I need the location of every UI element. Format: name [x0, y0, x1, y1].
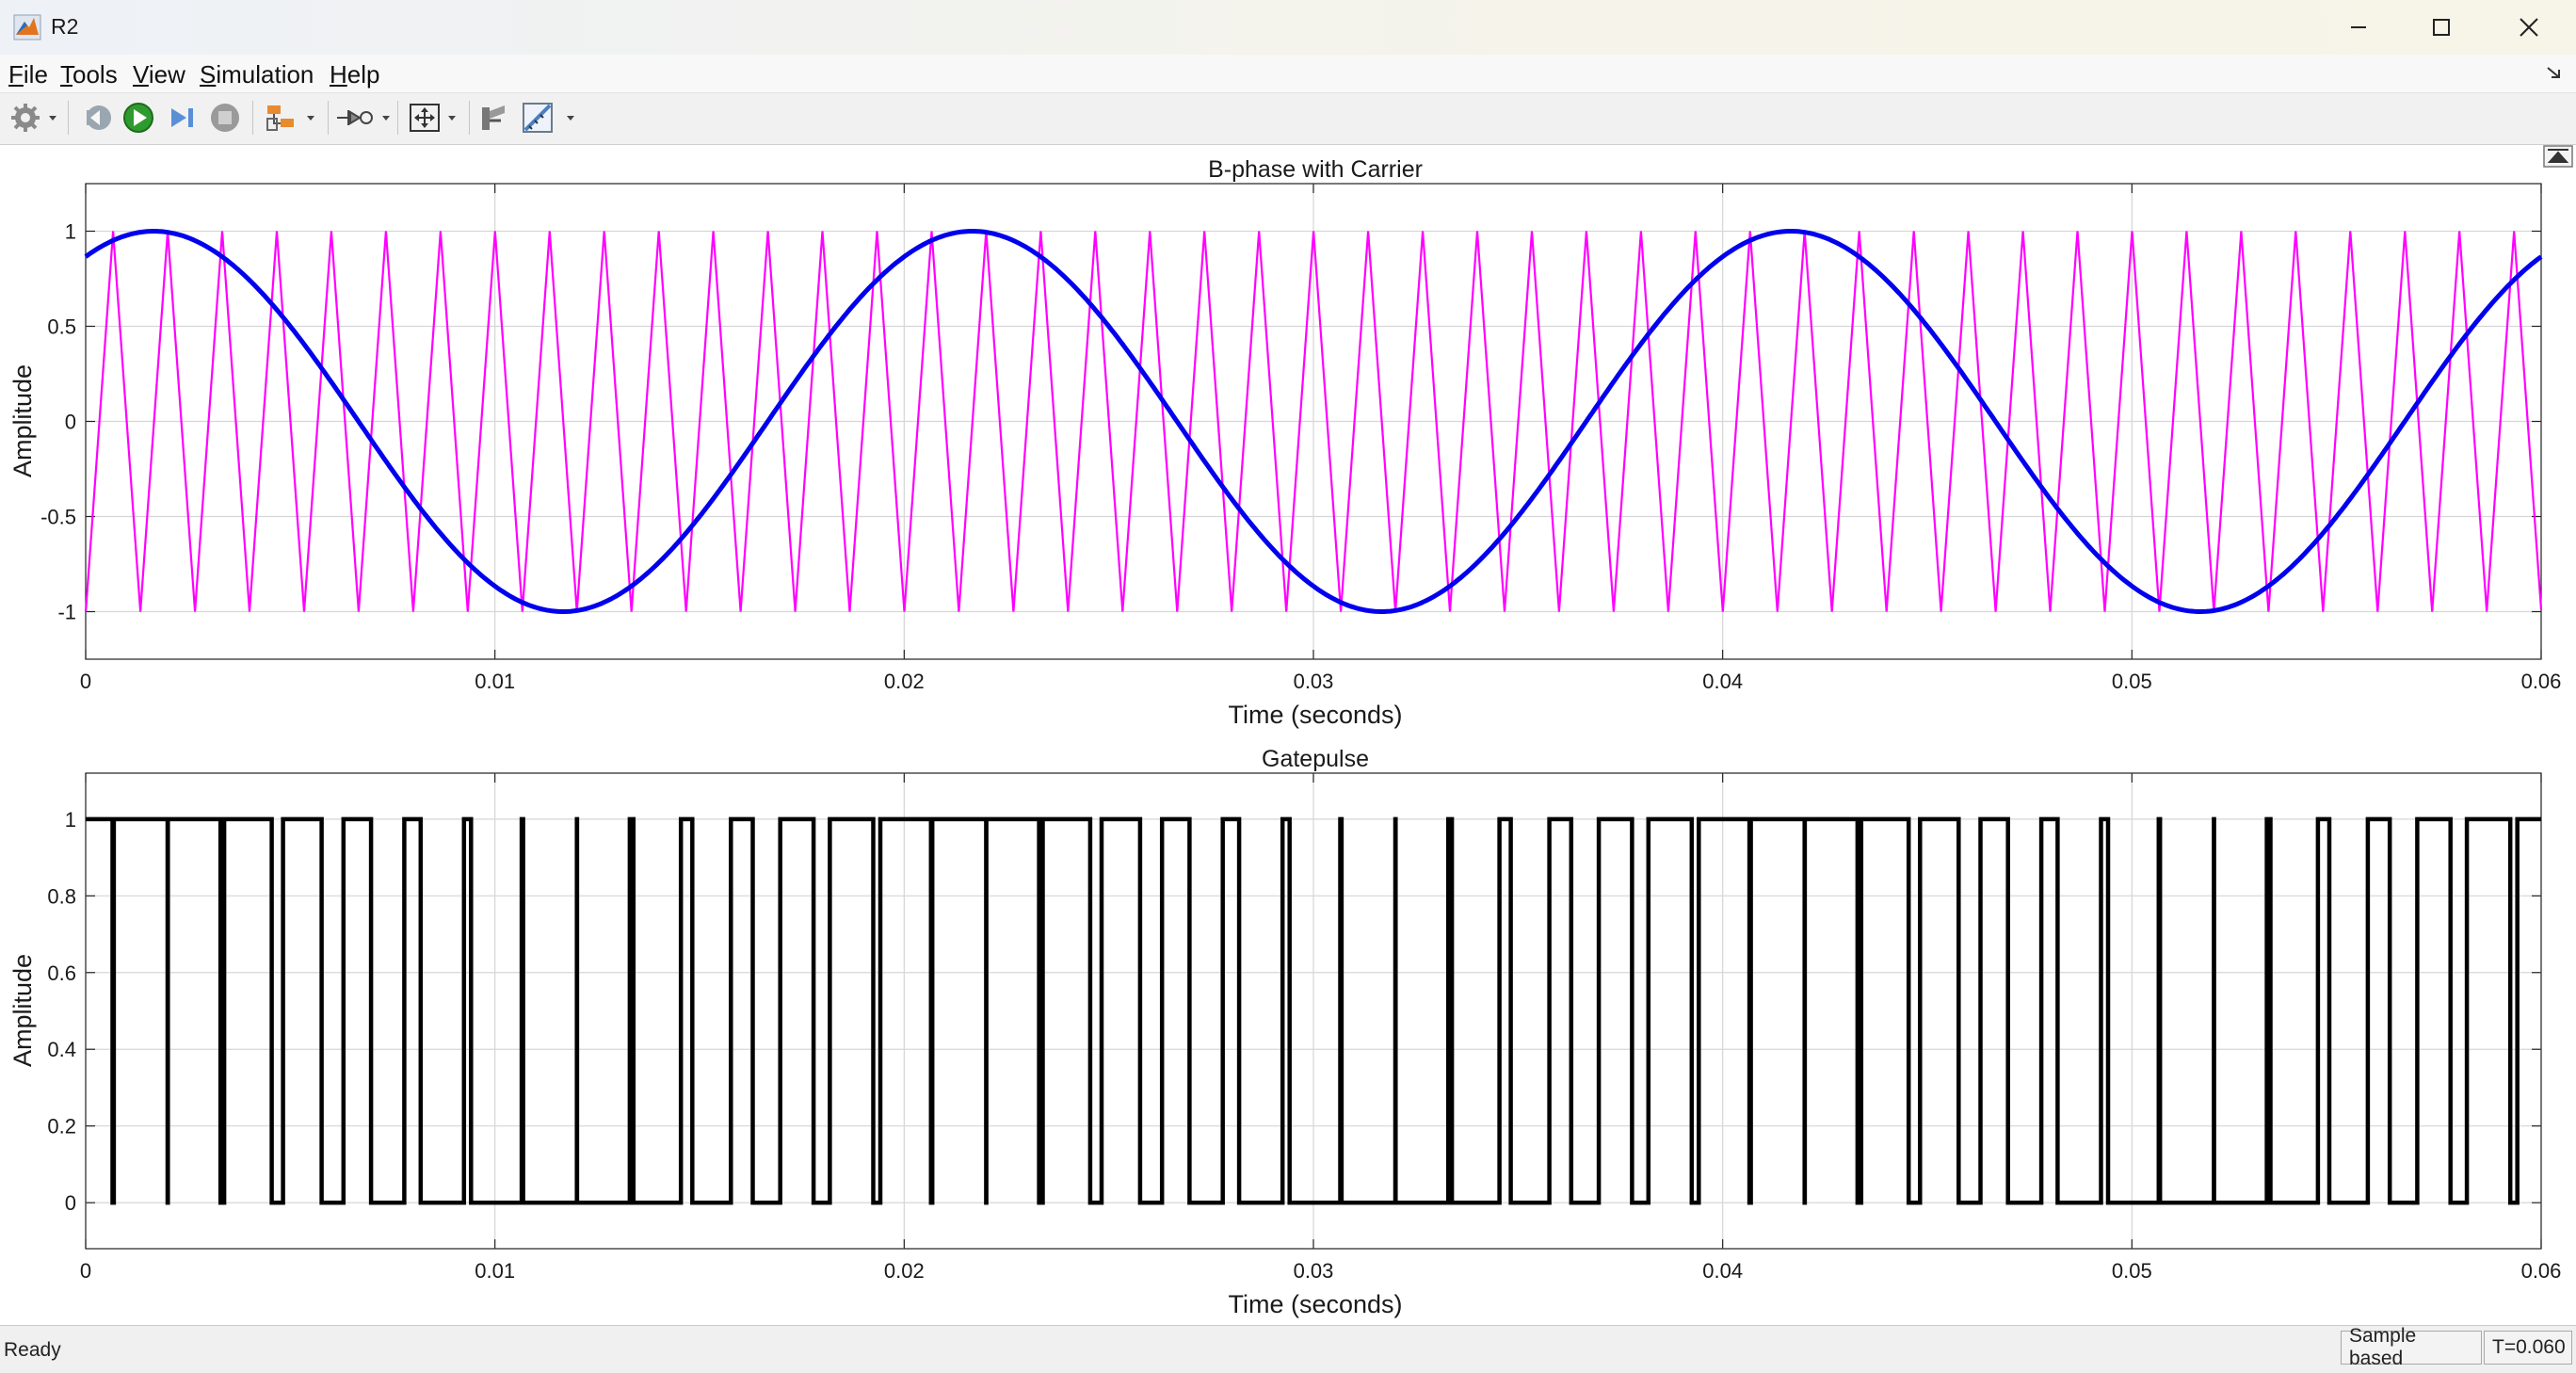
- x-tick-label: 0.06: [2521, 1259, 2562, 1283]
- toolbar: [0, 93, 2576, 145]
- menu-view-label: iew: [148, 60, 185, 89]
- settings-button[interactable]: [8, 100, 60, 136]
- y-tick-label: -0.5: [40, 506, 76, 529]
- x-tick-label: 0.02: [884, 670, 925, 693]
- x-tick-label: 0.06: [2521, 670, 2562, 693]
- x-tick-label: 0.05: [2112, 670, 2152, 693]
- toolbar-separator: [68, 101, 69, 135]
- menu-help-label: elp: [346, 60, 380, 89]
- step-forward-button[interactable]: [164, 100, 200, 136]
- close-button[interactable]: [2486, 0, 2572, 55]
- y-tick-label: 0.6: [47, 961, 76, 985]
- y-tick-label: 0.5: [47, 315, 76, 339]
- x-tick-label: 0.03: [1294, 1259, 1334, 1283]
- measure-icon: [523, 103, 574, 133]
- plot-title: Gatepulse: [1262, 746, 1369, 772]
- plot-title: B-phase with Carrier: [1208, 156, 1423, 183]
- x-tick-label: 0.01: [475, 1259, 515, 1283]
- menu-simulation[interactable]: Simulation: [200, 60, 314, 89]
- status-bar: Ready Sample based T=0.060: [0, 1325, 2576, 1373]
- matlab-icon: [13, 14, 41, 40]
- y-tick-label: 0.8: [47, 884, 76, 908]
- restore-view-icon: [482, 105, 505, 130]
- legend-toggle-icon: [2547, 149, 2569, 163]
- plot-series: [86, 816, 2541, 1205]
- carrier-series-line: [84, 231, 2543, 612]
- run-icon: [123, 103, 153, 133]
- minimize-icon: [2351, 26, 2366, 28]
- simulation-time-indicator: T=0.060: [2484, 1331, 2572, 1365]
- legend-toggle-button[interactable]: [2543, 145, 2573, 168]
- y-tick-label: 0.4: [47, 1038, 76, 1061]
- x-axis-label: Time (seconds): [1228, 1290, 1402, 1318]
- y-tick-label: 0.2: [47, 1115, 76, 1139]
- sample-mode-indicator: Sample based: [2341, 1325, 2482, 1369]
- highlight-button[interactable]: [264, 100, 320, 136]
- sine-series-line: [84, 229, 2543, 614]
- toolbar-separator: [397, 101, 398, 135]
- y-axis-label: Amplitude: [8, 954, 37, 1067]
- y-tick-label: -1: [57, 601, 76, 624]
- window-title: R2: [51, 14, 79, 39]
- plot-series: [84, 229, 2543, 614]
- toolbar-separator: [328, 101, 329, 135]
- triggers-icon: [337, 110, 390, 125]
- x-tick-label: 0: [80, 1259, 91, 1283]
- menu-view-mnemonic: V: [133, 60, 149, 89]
- zoom-button[interactable]: [407, 100, 463, 136]
- maximize-icon: [2433, 19, 2450, 36]
- menu-bar: File Tools View Simulation Help: [0, 55, 2576, 93]
- run-button[interactable]: [121, 100, 156, 136]
- plot-b-phase-with-carrier: B-phase with Carrier 0 0.01 0.02 0.03 0.04 0.…: [8, 156, 2561, 729]
- stop-icon: [211, 104, 239, 132]
- menu-help-mnemonic: H: [330, 60, 347, 89]
- step-forward-icon: [171, 108, 193, 127]
- menu-file[interactable]: File: [8, 60, 48, 89]
- menu-tools-label: ools: [72, 60, 118, 89]
- minimize-button[interactable]: [2315, 0, 2402, 55]
- x-tick-label: 0.05: [2112, 1259, 2152, 1283]
- step-back-icon: [87, 105, 111, 130]
- undock-icon[interactable]: [2544, 62, 2565, 83]
- highlight-icon: [266, 105, 314, 131]
- step-back-button[interactable]: [79, 100, 115, 136]
- x-tick-label: 0: [80, 670, 91, 693]
- scope-plot-area: B-phase with Carrier 0 0.01 0.02 0.03 0.04 0.…: [0, 145, 2576, 1325]
- menu-tools[interactable]: Tools: [60, 60, 118, 89]
- restore-view-button[interactable]: [476, 100, 512, 136]
- y-tick-label: 1: [65, 808, 76, 832]
- menu-tools-mnemonic: T: [60, 60, 72, 89]
- zoom-icon: [410, 104, 456, 132]
- scope-canvas[interactable]: B-phase with Carrier 0 0.01 0.02 0.03 0.04 0.…: [0, 145, 2576, 1325]
- x-axis-label: Time (seconds): [1228, 701, 1402, 729]
- triggers-button[interactable]: [335, 100, 395, 136]
- y-tick-label: 0: [65, 1191, 76, 1215]
- menu-file-mnemonic: F: [8, 60, 24, 89]
- menu-help[interactable]: Help: [330, 60, 379, 89]
- toolbar-separator: [469, 101, 470, 135]
- plot-ticks: 0 0.01 0.02 0.03 0.04 0.05 0.06 -1 -0.5 0 0.5 1: [40, 184, 2561, 693]
- stop-button[interactable]: [207, 100, 243, 136]
- maximize-button[interactable]: [2398, 0, 2485, 55]
- x-tick-label: 0.04: [1702, 670, 1743, 693]
- y-tick-label: 0: [65, 411, 76, 434]
- settings-icon: [11, 104, 56, 132]
- toolbar-separator: [252, 101, 253, 135]
- status-text: Ready: [4, 1339, 61, 1361]
- title-bar: R2: [0, 0, 2576, 56]
- y-axis-label: Amplitude: [8, 364, 37, 477]
- close-icon: [2520, 18, 2538, 37]
- x-tick-label: 0.01: [475, 670, 515, 693]
- menu-file-label: ile: [23, 60, 48, 89]
- y-tick-label: 1: [65, 220, 76, 244]
- menu-simulation-label: imulation: [216, 60, 314, 89]
- measure-button[interactable]: [520, 100, 580, 136]
- menu-simulation-mnemonic: S: [200, 60, 217, 89]
- x-tick-label: 0.04: [1702, 1259, 1743, 1283]
- gatepulse-series-line: [86, 816, 2541, 1205]
- x-tick-label: 0.03: [1294, 670, 1334, 693]
- menu-view[interactable]: View: [133, 60, 185, 89]
- plot-gatepulse: Gatepulse 0 0.01 0.02 0.03 0.04 0.05 0.06 0 0.2 0…: [8, 746, 2561, 1318]
- x-tick-label: 0.02: [884, 1259, 925, 1283]
